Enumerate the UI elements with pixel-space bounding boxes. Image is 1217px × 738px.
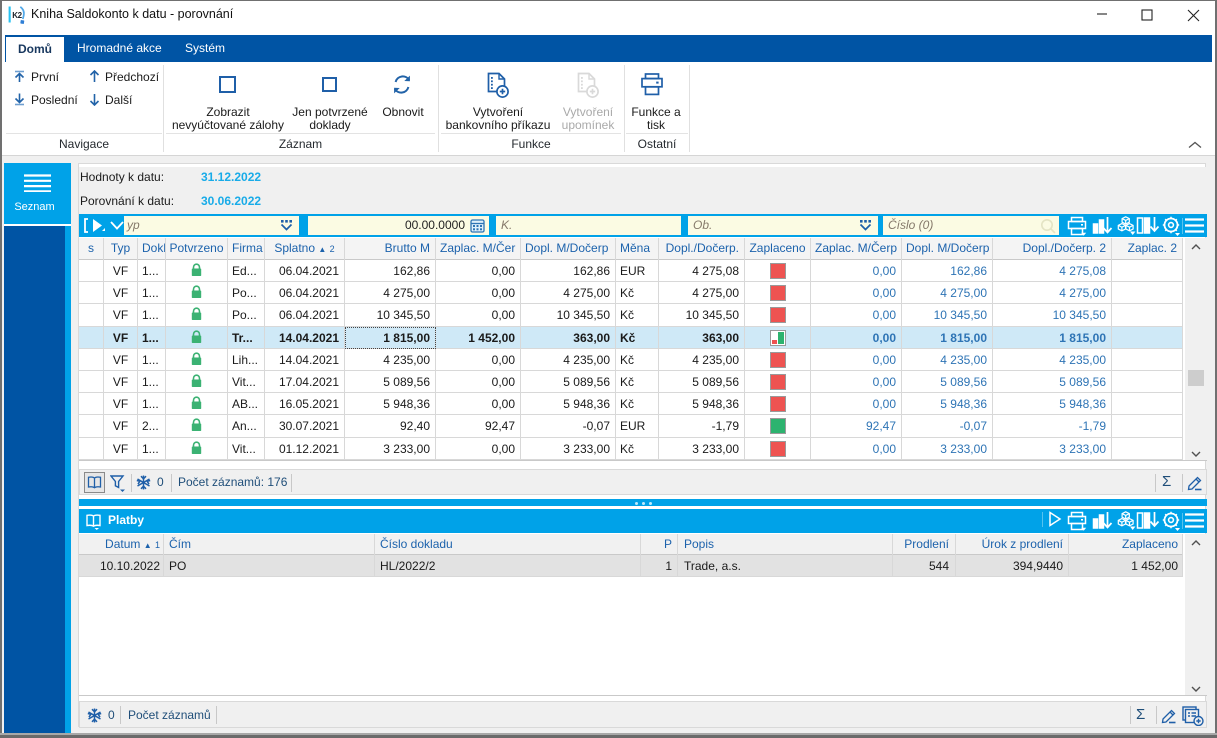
svg-text:K2: K2 xyxy=(12,11,22,20)
